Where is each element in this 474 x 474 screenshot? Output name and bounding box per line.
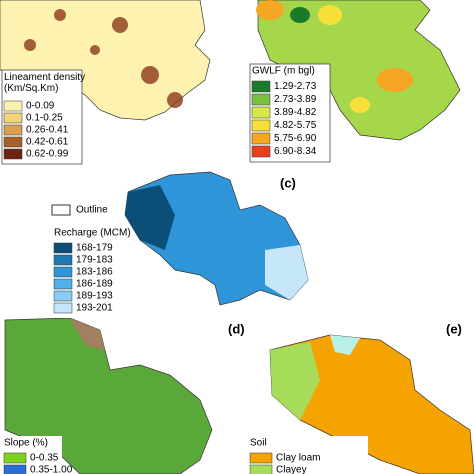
- legend-swatch: [53, 278, 73, 290]
- legend-label: 0.26-0.41: [26, 125, 69, 136]
- legend-swatch: [251, 80, 271, 93]
- legend-label: 0-0.09: [26, 101, 55, 112]
- legend-swatch: [53, 302, 73, 314]
- legend-swatch: [3, 100, 23, 112]
- legend-label: 186-189: [76, 279, 113, 290]
- legend-label: 193-201: [76, 303, 113, 314]
- legend-label: 168-179: [76, 243, 113, 254]
- legend-label: 0.42-0.61: [26, 137, 69, 148]
- map-soil: [269, 334, 474, 474]
- legend-label: Clay loam: [276, 453, 320, 464]
- legend-label: 179-183: [76, 255, 113, 266]
- legend-title: Slope (%): [4, 438, 48, 449]
- legend-label: 0-0.35: [30, 453, 59, 464]
- legend-title: GWLF (m bgl): [252, 66, 315, 77]
- panel-label: (e): [446, 321, 462, 336]
- legend-swatch: [3, 464, 27, 474]
- outline-label: Outline: [76, 205, 108, 216]
- legend-swatch: [3, 136, 23, 148]
- recharge-east: [265, 245, 308, 300]
- panel-label: (d): [228, 321, 245, 336]
- legend-label: 6.90-8.34: [274, 146, 317, 157]
- legend-label: 3.89-4.82: [274, 107, 317, 118]
- gwlf-zones: [256, 0, 413, 113]
- legend-swatch: [53, 266, 73, 278]
- legend-swatch: [251, 145, 271, 158]
- slope-hills: [70, 318, 105, 350]
- legend-title: Lineament density (Km/Sq.Km): [4, 72, 85, 94]
- legend-swatch: [251, 119, 271, 132]
- map-recharge: [124, 171, 309, 306]
- legend-title: Soil: [250, 438, 267, 449]
- legends: Lineament density (Km/Sq.Km) 0-0.090.1-0.2…: [1, 63, 462, 474]
- legend-swatch: [249, 464, 273, 474]
- legend-swatch: [249, 452, 273, 464]
- soil-clayey: [270, 342, 320, 420]
- legend-swatch: [251, 106, 271, 119]
- legend-label: 1.29-2.73: [274, 81, 317, 92]
- legend-label: 0.35-1.00: [30, 465, 73, 474]
- legend-swatch: [53, 242, 73, 254]
- legend-title: Recharge (MCM): [54, 228, 131, 239]
- legend-swatch: [3, 112, 23, 124]
- legend-label: 189-193: [76, 291, 113, 302]
- legend-swatch: [3, 124, 23, 136]
- legend-label: Clayey: [276, 465, 307, 474]
- outline-swatch: [51, 204, 71, 216]
- legend-label: 0.62-0.99: [26, 149, 69, 160]
- legend-swatch: [53, 254, 73, 266]
- panel-label: (c): [280, 175, 296, 190]
- legend-label: 5.75-6.90: [274, 133, 317, 144]
- recharge-west: [125, 185, 175, 250]
- soil-sandy: [330, 335, 360, 355]
- legend-label: 183-186: [76, 267, 113, 278]
- legend-swatch: [3, 148, 23, 160]
- legend-label: 4.82-5.75: [274, 120, 317, 131]
- legend-label: 2.73-3.89: [274, 94, 317, 105]
- legend-swatch: [53, 290, 73, 302]
- legend-label: 0.1-0.25: [26, 113, 63, 124]
- legend-swatch: [3, 452, 27, 464]
- legend-swatch: [251, 132, 271, 145]
- hotspots: [24, 9, 183, 108]
- legend-swatch: [251, 93, 271, 106]
